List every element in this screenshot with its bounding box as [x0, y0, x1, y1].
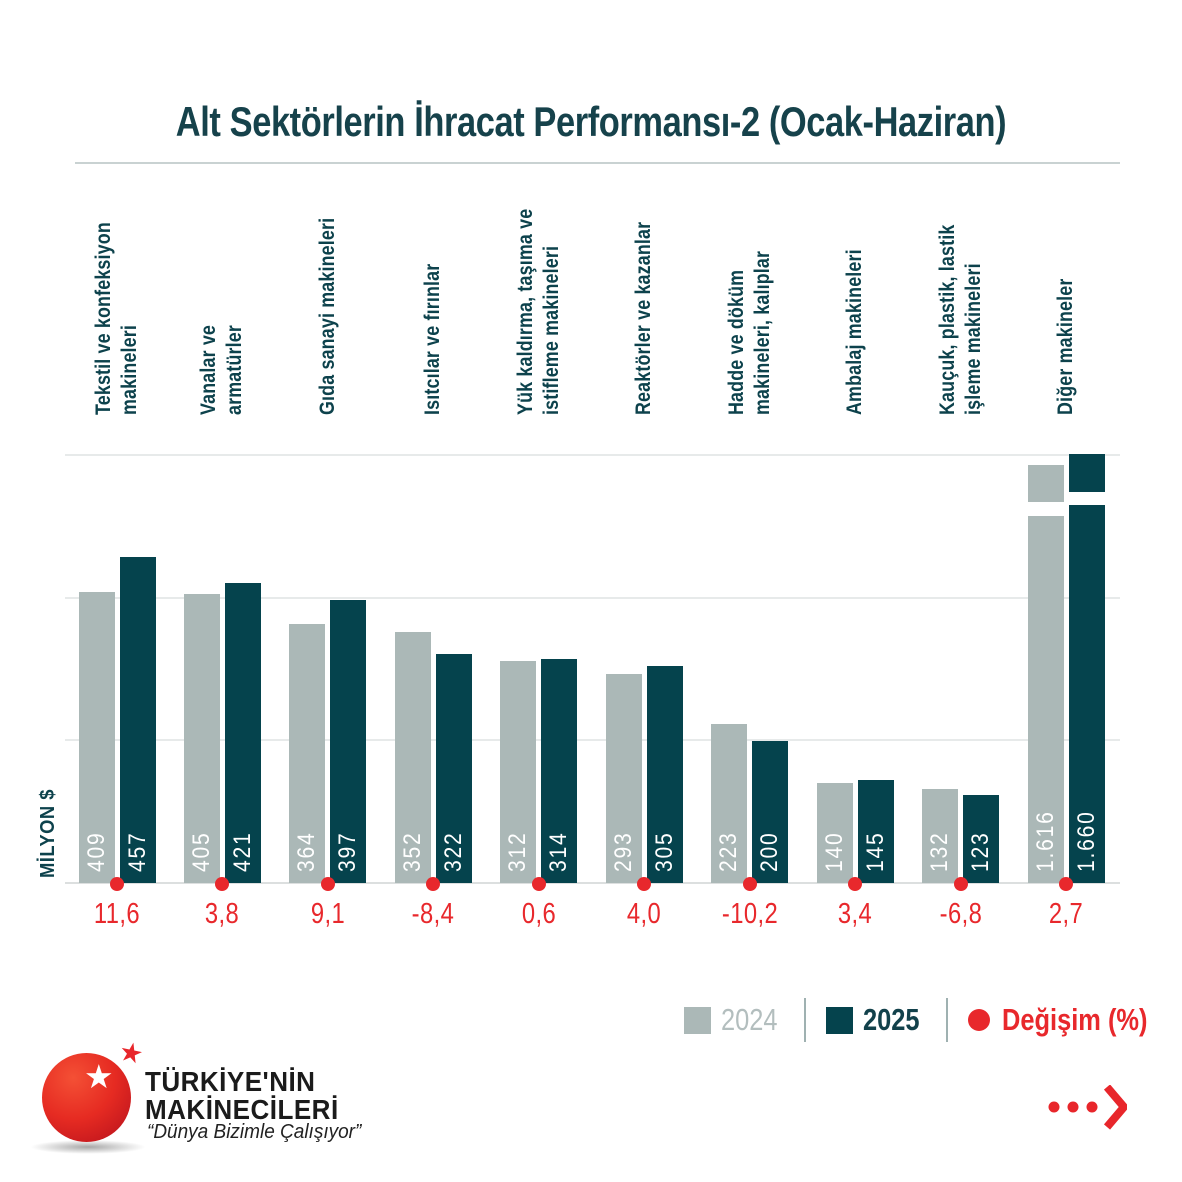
gridline-200	[65, 739, 1120, 741]
legend-change-dot-icon	[967, 1009, 990, 1031]
bar-2024	[922, 788, 959, 883]
bar-2024	[78, 591, 115, 883]
y-axis-label: MİLYON $	[37, 789, 59, 878]
legend-label-change: Değişim (%)	[1001, 1002, 1148, 1037]
bar-2024	[1027, 516, 1064, 883]
change-marker-dot	[637, 877, 652, 891]
category-label: Vanalar ve armatürler	[197, 324, 247, 415]
bar-2025	[330, 600, 367, 883]
change-marker-dot	[848, 877, 863, 891]
change-marker-dot	[426, 877, 441, 891]
logo-tagline: “Dünya Bizimle Çalışıyor”	[147, 1121, 362, 1143]
bar-2025	[435, 653, 472, 883]
change-percent-label: 9,1	[310, 898, 346, 930]
change-marker-dot	[742, 877, 757, 891]
next-arrow-icon[interactable]	[1045, 1085, 1127, 1131]
bar-2024	[289, 623, 326, 883]
legend-label-2024: 2024	[721, 1002, 778, 1037]
bar-value-label: 132	[926, 831, 954, 872]
logo-text-line2: MAKİNECİLERİ	[145, 1094, 339, 1125]
bar-value-label: 145	[861, 831, 889, 872]
bar-2024	[500, 660, 537, 883]
bar-2025	[1068, 505, 1105, 883]
bar-value-label: 421	[228, 831, 256, 872]
change-marker-dot	[531, 877, 546, 891]
category-label: Hadde ve döküm makineleri, kalıplar	[724, 250, 774, 415]
gridline-600	[65, 454, 1120, 456]
legend-divider	[945, 998, 948, 1042]
change-marker-dot	[953, 877, 968, 891]
bar-value-label: 364	[293, 831, 321, 872]
category-label: Tekstil ve konfeksiyon makineleri	[92, 222, 141, 415]
bar-value-label: 457	[123, 831, 151, 872]
bar-value-label: 1.616	[1031, 810, 1059, 872]
category-label: Isıtcılar ve fırınlar	[421, 263, 445, 415]
title-divider	[75, 162, 1120, 164]
bar-value-label: 409	[82, 831, 110, 872]
bar-2024	[183, 594, 220, 883]
gridline-400	[65, 597, 1120, 599]
bar-value-label: 352	[398, 831, 426, 872]
change-percent-label: -6,8	[939, 898, 982, 930]
legend-swatch-2024	[684, 1006, 711, 1034]
change-percent-label: 11,6	[93, 898, 141, 930]
legend-divider	[803, 998, 806, 1042]
red-globe-icon	[42, 1053, 131, 1142]
bar-value-label: 200	[756, 831, 784, 872]
bar-value-label: 405	[187, 831, 215, 872]
logo-text-line1: TÜRKİYE'NİN	[145, 1066, 316, 1097]
logo-shadow	[30, 1140, 146, 1154]
bar-2025	[963, 795, 1000, 883]
bar-2025	[752, 740, 789, 883]
bar-2025-break-cap	[1068, 454, 1105, 492]
category-label: Reaktörler ve kazanlar	[632, 221, 656, 415]
change-marker-dot	[215, 877, 230, 891]
white-star-icon: ★	[84, 1058, 114, 1095]
bar-value-label: 397	[334, 831, 362, 872]
change-percent-label: -10,2	[721, 898, 778, 930]
bar-2025	[541, 659, 578, 883]
bar-2025	[646, 665, 683, 883]
bar-2025	[119, 557, 156, 883]
bar-value-label: 293	[609, 831, 637, 872]
category-label: Kauçuk, plastik, lastik işleme makineleri	[935, 224, 985, 415]
legend: 2024 2025 Değişim (%)	[684, 998, 1179, 1042]
bar-2024-break-cap	[1027, 465, 1064, 502]
bar-2025	[224, 583, 261, 883]
change-percent-label: 3,8	[205, 898, 240, 930]
chart-title: Alt Sektörlerin İhracat Performansı-2 (O…	[175, 98, 1007, 145]
category-label: Gıda sanayi makineleri	[315, 217, 339, 415]
bar-2024	[711, 724, 748, 883]
bar-value-label: 123	[967, 831, 995, 872]
bar-value-label: 314	[545, 831, 573, 872]
red-star-icon: ★	[116, 1035, 147, 1071]
change-marker-dot	[1059, 877, 1074, 891]
legend-label-2025: 2025	[862, 1002, 920, 1037]
bar-value-label: 140	[820, 831, 848, 872]
change-marker-dot	[110, 877, 124, 891]
x-axis-baseline	[65, 882, 1120, 884]
change-percent-label: 2,7	[1048, 898, 1084, 930]
bar-value-label: 223	[715, 831, 743, 872]
category-label: Diğer makineler	[1054, 278, 1078, 415]
bar-2024	[816, 783, 853, 883]
bar-value-label: 322	[439, 831, 467, 872]
category-label: Ambalaj makineleri	[843, 249, 867, 415]
bar-value-label: 312	[504, 831, 532, 872]
change-percent-label: 0,6	[521, 898, 556, 930]
category-label: Yük kaldırma, taşıma ve istifleme makinel…	[513, 208, 563, 415]
change-percent-label: 4,0	[627, 898, 662, 930]
change-percent-label: 3,4	[837, 898, 873, 930]
change-marker-dot	[320, 877, 335, 891]
change-percent-label: -8,4	[412, 898, 455, 930]
bar-value-label: 305	[650, 831, 678, 872]
bar-2025	[857, 779, 894, 883]
legend-swatch-2025	[825, 1006, 853, 1034]
bar-2024	[394, 632, 431, 883]
bar-value-label: 1.660	[1072, 810, 1100, 872]
bar-2024	[605, 674, 642, 883]
